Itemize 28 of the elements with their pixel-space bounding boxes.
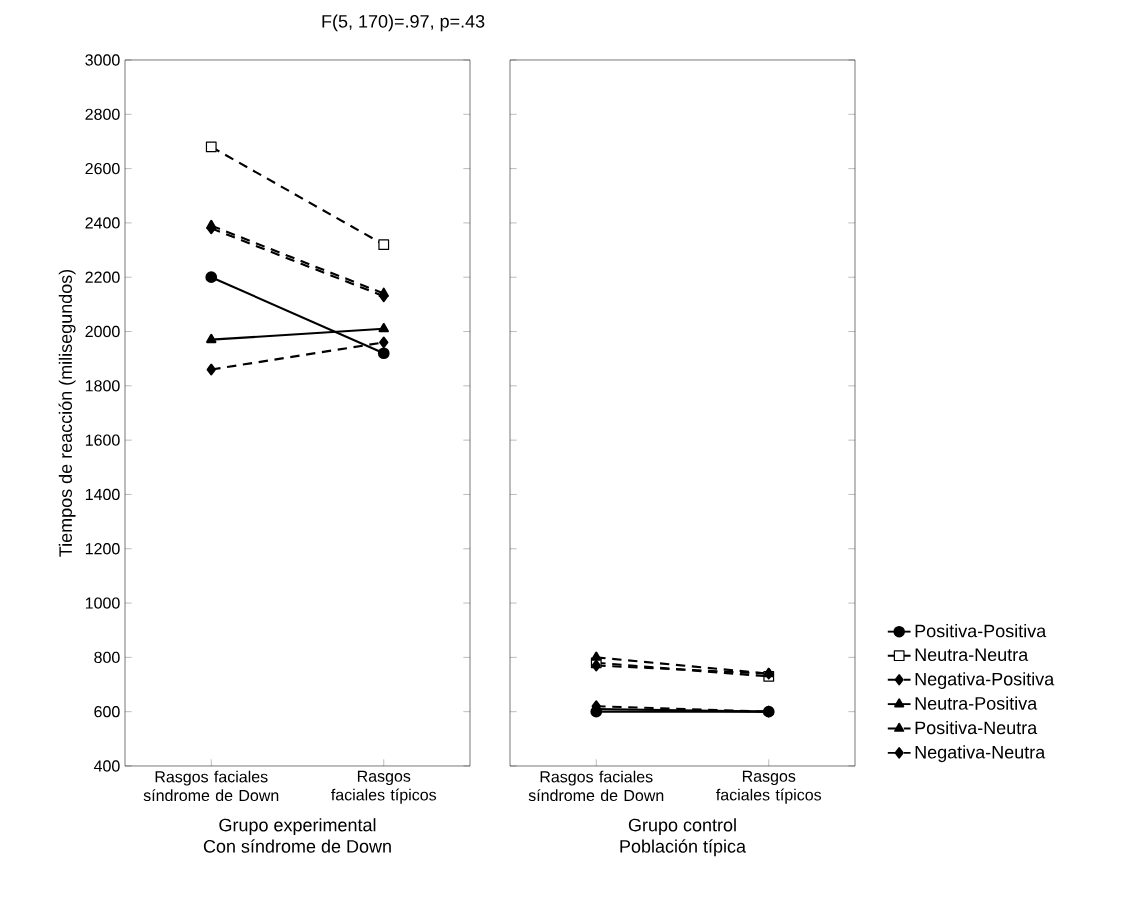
legend-label: Negativa-Positiva (915, 672, 1055, 689)
x-tick-label: Rasgos faciales típicos (716, 770, 822, 804)
x-axis-title: Grupo experimental Con síndrome de Down (203, 818, 391, 853)
y-tick-label: 3000 (85, 54, 120, 66)
x-axis-title: Grupo control Población típica (620, 818, 747, 857)
y-axis-title: Tiempos de reacción (milisegundos) (58, 269, 76, 557)
chart-title: F(5, 170)=.97, p=.43 (322, 14, 485, 32)
x-tick-label: Rasgos faciales típicos (331, 770, 437, 804)
y-tick-label: 800 (94, 651, 120, 664)
y-tick-label: 1600 (85, 434, 120, 446)
y-tick-label: 1200 (85, 543, 120, 555)
legend-label: Neutra-Neutra (915, 648, 1029, 662)
y-tick-label: 600 (94, 706, 120, 718)
legend-label: Negativa-Neutra (915, 745, 1046, 763)
y-tick-label: 2000 (85, 325, 120, 338)
y-tick-label: 1800 (85, 380, 120, 392)
x-tick-label: Rasgos faciales síndrome de Down (528, 770, 664, 802)
y-tick-label: 1000 (85, 597, 120, 609)
legend-label: Positiva-Positiva (915, 624, 1047, 638)
y-tick-label: 2400 (85, 217, 120, 229)
y-tick-label: 400 (93, 760, 120, 772)
y-tick-label: 2200 (85, 271, 120, 283)
y-tick-label: 1400 (85, 488, 120, 501)
y-tick-label: 2800 (85, 108, 120, 120)
y-tick-label: 2600 (85, 162, 120, 175)
legend-label: Neutra-Positiva (915, 696, 1038, 710)
legend-label: Positiva-Neutra (915, 720, 1038, 735)
x-tick-label: Rasgos faciales síndrome de Down (143, 770, 279, 802)
